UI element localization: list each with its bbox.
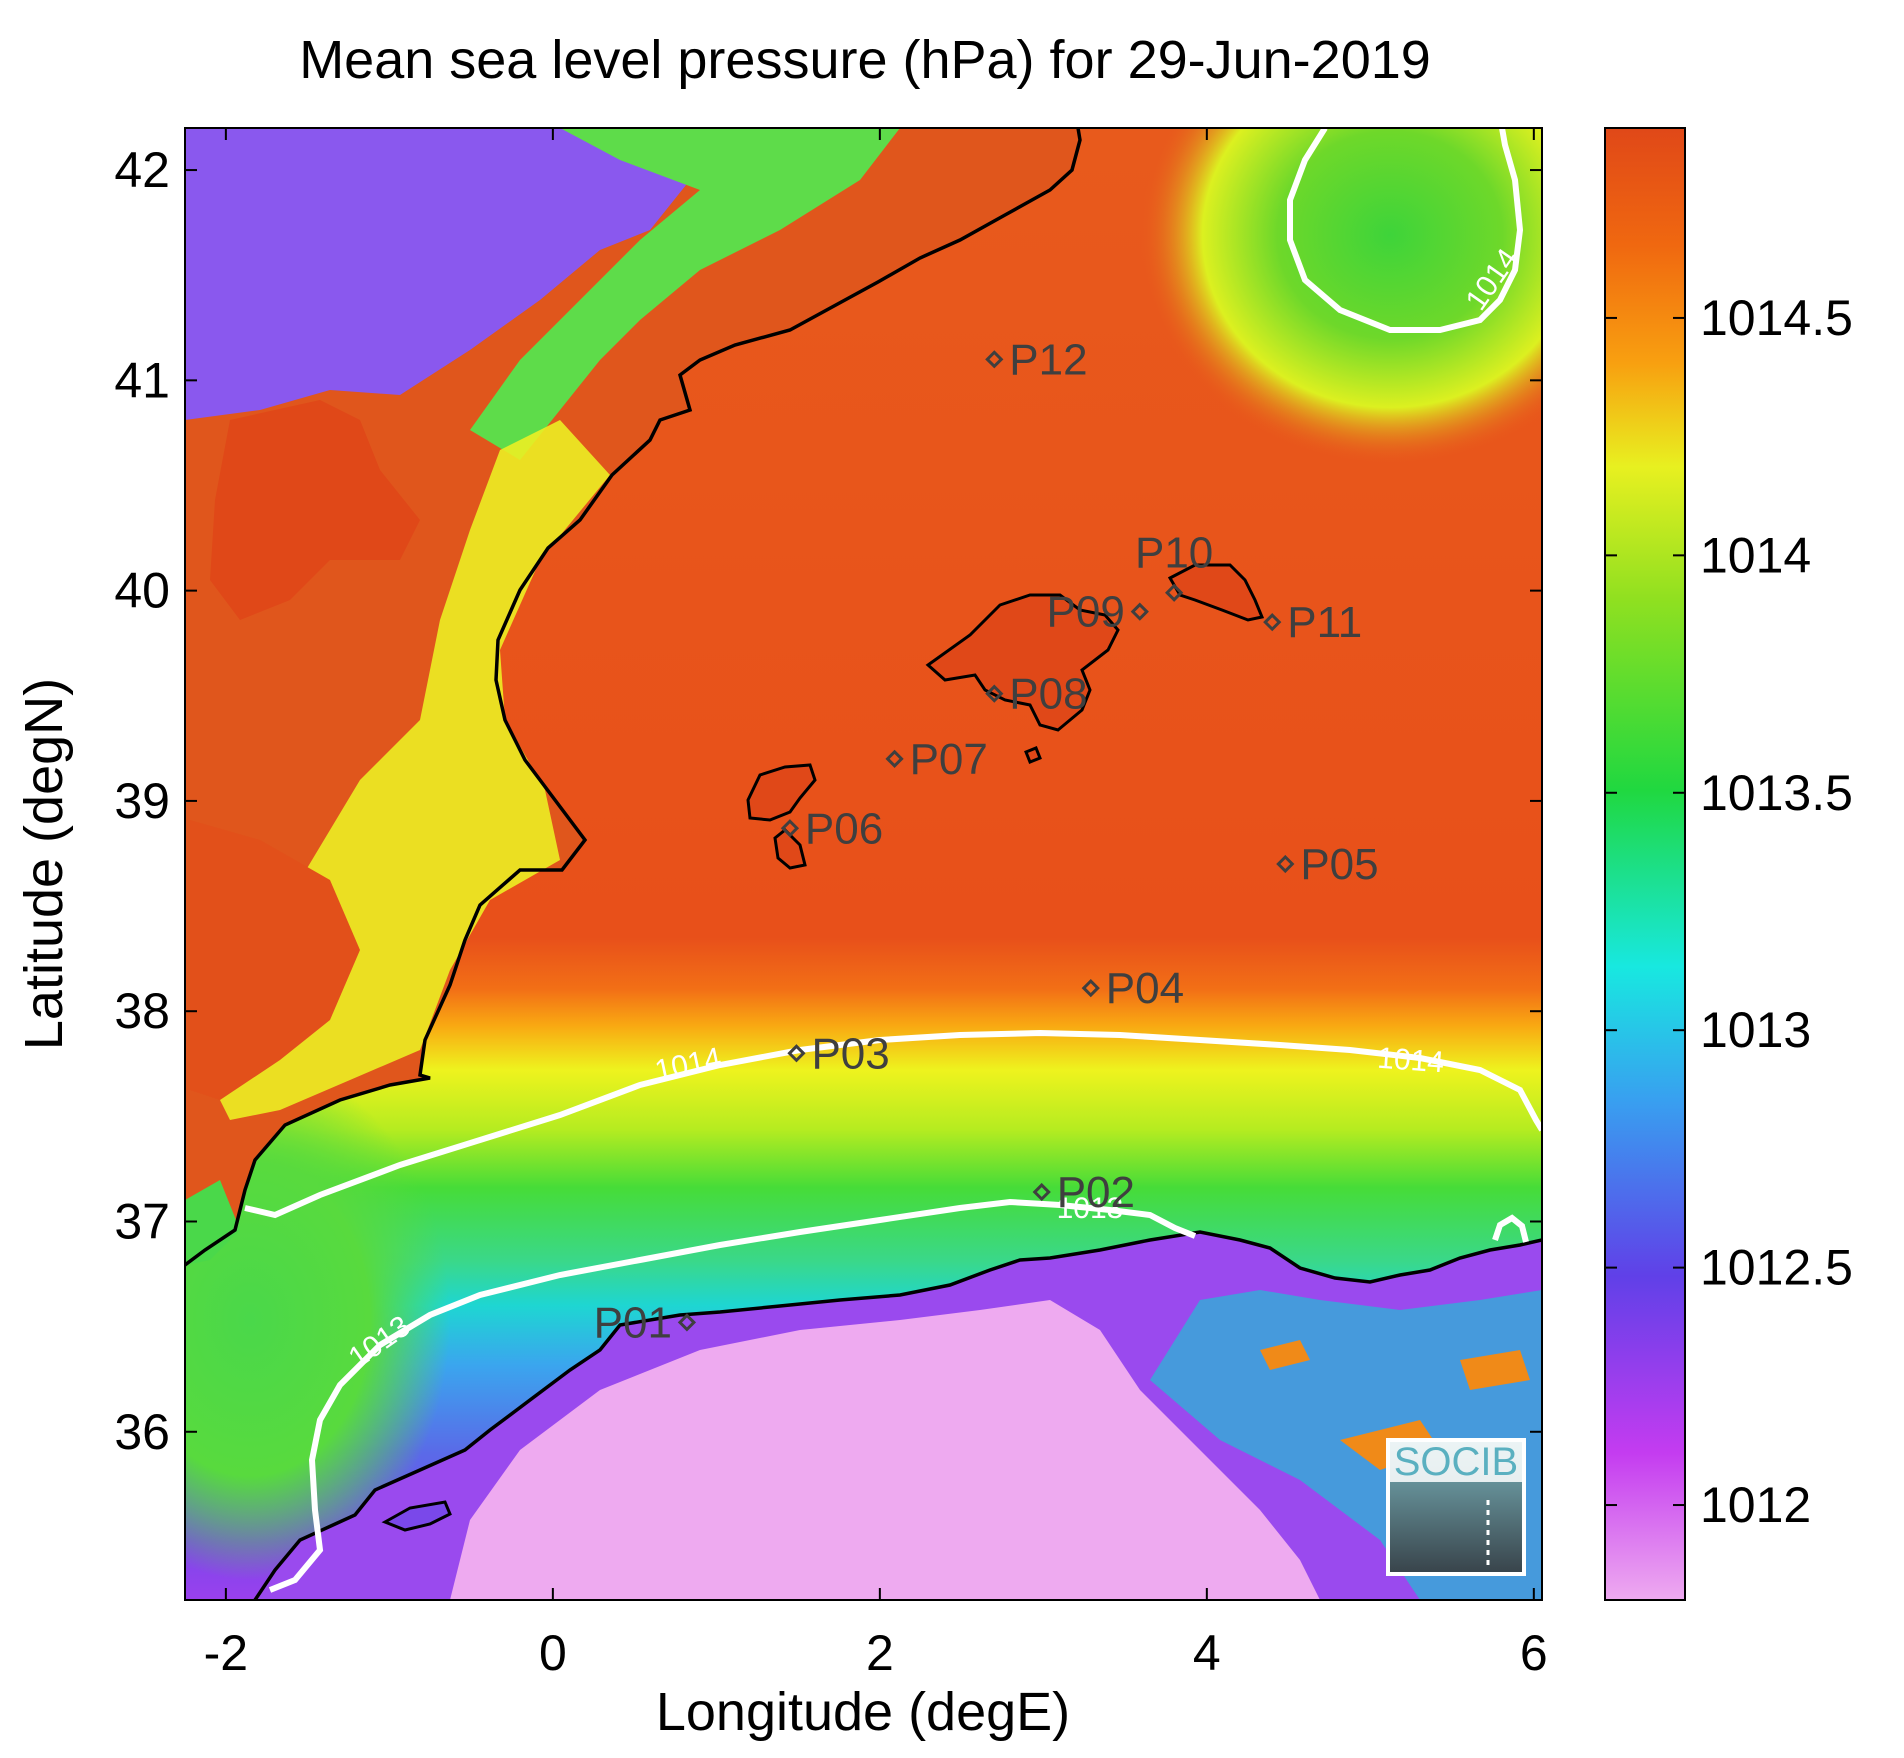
africa-desert-pink xyxy=(450,1300,1320,1600)
station-marker-p04 xyxy=(1081,978,1100,998)
iberia-interior-purple xyxy=(185,128,690,420)
x-tick-label: 2 xyxy=(866,1625,894,1681)
plot-frame xyxy=(184,127,1543,1601)
y-tick-label: 36 xyxy=(114,1404,170,1460)
plot-area: 1014 1014 1014 1013 1013 P01P02P03P04P05… xyxy=(185,128,1542,1600)
y-axis-label: Latitude (degN) xyxy=(14,678,74,1050)
station-marker-p06 xyxy=(780,819,800,838)
station-marker-p05 xyxy=(1276,854,1295,874)
x-tick-label: 4 xyxy=(1193,1625,1221,1681)
y-axis: 36 37 38 39 40 41 42 xyxy=(114,142,1542,1460)
station-marker-p01 xyxy=(677,1313,697,1332)
station-label-p03: P03 xyxy=(811,1029,889,1078)
contour-1013-east xyxy=(1492,1214,1529,1243)
colorbar-ticks: 1012 1012.5 1013 1013.5 1014 1014.5 xyxy=(1605,290,1853,1533)
iberia-highland-red xyxy=(210,400,420,620)
y-tick-label: 38 xyxy=(114,983,170,1039)
iberia-coastline xyxy=(185,128,1082,1267)
station-marker-p03 xyxy=(787,1044,806,1063)
colorbar-tick-label: 1014 xyxy=(1700,527,1811,583)
station-label-p11: P11 xyxy=(1287,598,1362,647)
x-tick-label: 0 xyxy=(539,1625,567,1681)
colorbar-tick-label: 1013 xyxy=(1700,1002,1811,1058)
y-tick-label: 42 xyxy=(114,142,170,198)
low-pressure-cell xyxy=(1140,128,1542,465)
station-label-p08: P08 xyxy=(1009,670,1087,719)
alboran-island xyxy=(381,1500,452,1532)
station-label-p07: P07 xyxy=(910,735,988,784)
socib-logo-text: SOCIB xyxy=(1394,1440,1518,1484)
west-tip-green xyxy=(185,1180,240,1265)
contour-label-1014-east: 1014 xyxy=(1376,1042,1445,1080)
iberia-coastal-green-band xyxy=(470,128,900,460)
station-label-p04: P04 xyxy=(1106,964,1184,1013)
y-tick-label: 39 xyxy=(114,773,170,829)
contour-1014-north xyxy=(1287,128,1524,333)
iberia-south-red xyxy=(190,820,360,1100)
cabrera-island xyxy=(1024,746,1042,764)
station-marker-p10 xyxy=(1165,583,1184,602)
station-marker-p11 xyxy=(1263,613,1282,632)
station-label-p05: P05 xyxy=(1300,840,1378,889)
colorbar-tick-label: 1012.5 xyxy=(1700,1240,1853,1296)
west-sea-green-zone xyxy=(185,1060,450,1580)
station-label-p10: P10 xyxy=(1135,529,1213,578)
y-tick-label: 40 xyxy=(114,563,170,619)
station-label-p01: P01 xyxy=(594,1298,672,1347)
contour-label-1013-center: 1013 xyxy=(1057,1192,1124,1225)
station-label-p06: P06 xyxy=(805,804,883,853)
station-marker-p07 xyxy=(885,749,904,768)
contour-1013 xyxy=(268,1198,1197,1593)
station-marker-p09 xyxy=(1130,602,1149,621)
menorca-island xyxy=(1167,563,1265,622)
station-label-p12: P12 xyxy=(1009,335,1087,384)
x-tick-label: 6 xyxy=(1520,1625,1548,1681)
y-tick-label: 37 xyxy=(114,1193,170,1249)
station-label-p09: P09 xyxy=(1047,588,1125,637)
socib-logo: SOCIB xyxy=(1386,1438,1526,1576)
contour-1014-south xyxy=(244,1029,1542,1219)
x-axis: -2 0 2 4 6 xyxy=(204,128,1548,1681)
colorbar-tick-label: 1012 xyxy=(1700,1477,1811,1533)
station-label-p02: P02 xyxy=(1057,1168,1135,1217)
africa-coastline xyxy=(253,1230,1542,1600)
x-tick-label: -2 xyxy=(204,1625,248,1681)
x-axis-label: Longitude (degE) xyxy=(656,1682,1070,1742)
colorbar-tick-label: 1013.5 xyxy=(1700,765,1853,821)
colorbar xyxy=(1604,127,1686,1601)
y-tick-label: 41 xyxy=(114,352,170,408)
station-marker-p08 xyxy=(985,684,1004,703)
chart-title: Mean sea level pressure (hPa) for 29-Jun… xyxy=(299,30,1431,90)
station-marker-p02 xyxy=(1032,1182,1051,1202)
station-marker-p12 xyxy=(985,350,1004,369)
colorbar-tick-label: 1014.5 xyxy=(1700,290,1853,346)
ibiza-island xyxy=(746,763,817,822)
